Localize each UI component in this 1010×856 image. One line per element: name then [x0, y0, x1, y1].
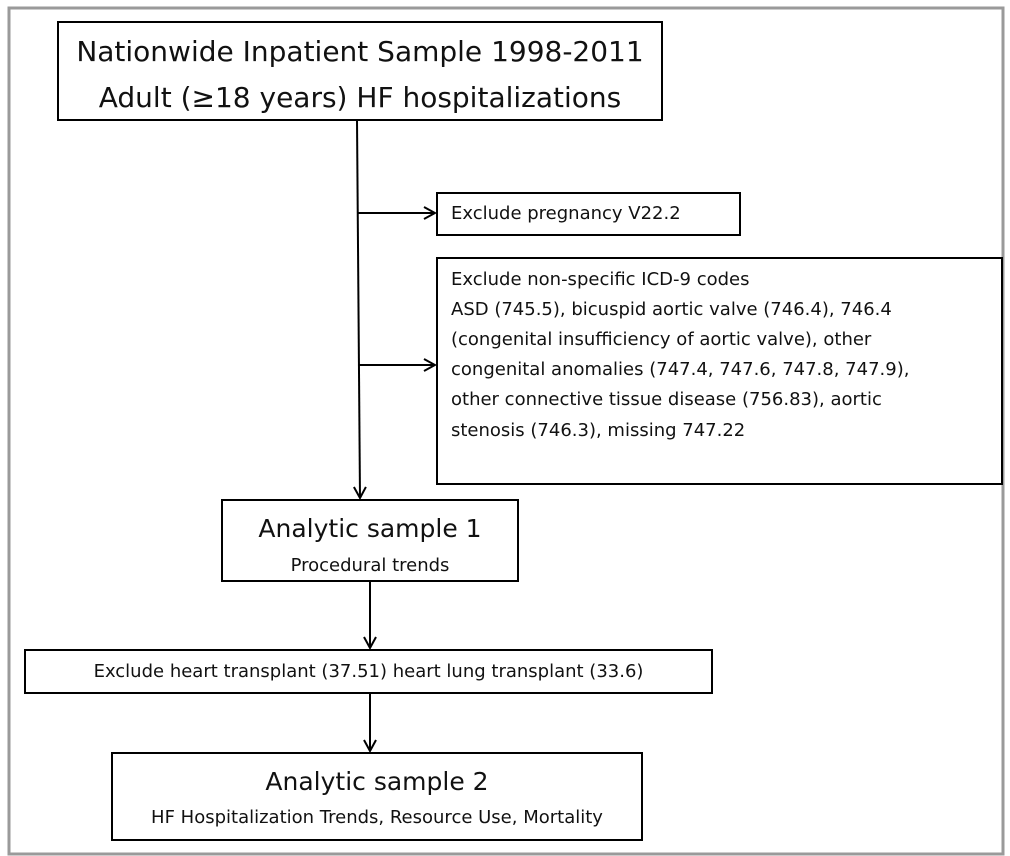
node-text: Exclude pregnancy V22.2	[451, 203, 681, 224]
node-text: Procedural trends	[291, 555, 450, 576]
node-text: Nationwide Inpatient Sample 1998-2011	[76, 35, 643, 68]
node-text: Analytic sample 1	[258, 514, 481, 543]
node-text: Exclude non-specific ICD-9 codes	[451, 269, 750, 290]
connectors	[357, 119, 435, 751]
node-box	[111, 752, 643, 841]
node-text: Exclude heart transplant (37.51) heart l…	[94, 661, 644, 682]
node-box	[436, 257, 1003, 485]
node-text: other connective tissue disease (756.83)…	[451, 389, 882, 410]
arrow	[357, 119, 360, 498]
node-box	[221, 499, 519, 582]
node-text: HF Hospitalization Trends, Resource Use,…	[151, 807, 603, 828]
node-text: Analytic sample 2	[265, 767, 488, 796]
node-box	[436, 192, 741, 236]
node-text: congenital anomalies (747.4, 747.6, 747.…	[451, 359, 909, 380]
node-text: Adult (≥18 years) HF hospitalizations	[99, 81, 621, 114]
node-box	[24, 649, 713, 694]
node-text: stenosis (746.3), missing 747.22	[451, 420, 745, 441]
node-text: (congenital insufficiency of aortic valv…	[451, 329, 872, 350]
node-box	[57, 21, 663, 121]
node-text: ASD (745.5), bicuspid aortic valve (746.…	[451, 299, 892, 320]
